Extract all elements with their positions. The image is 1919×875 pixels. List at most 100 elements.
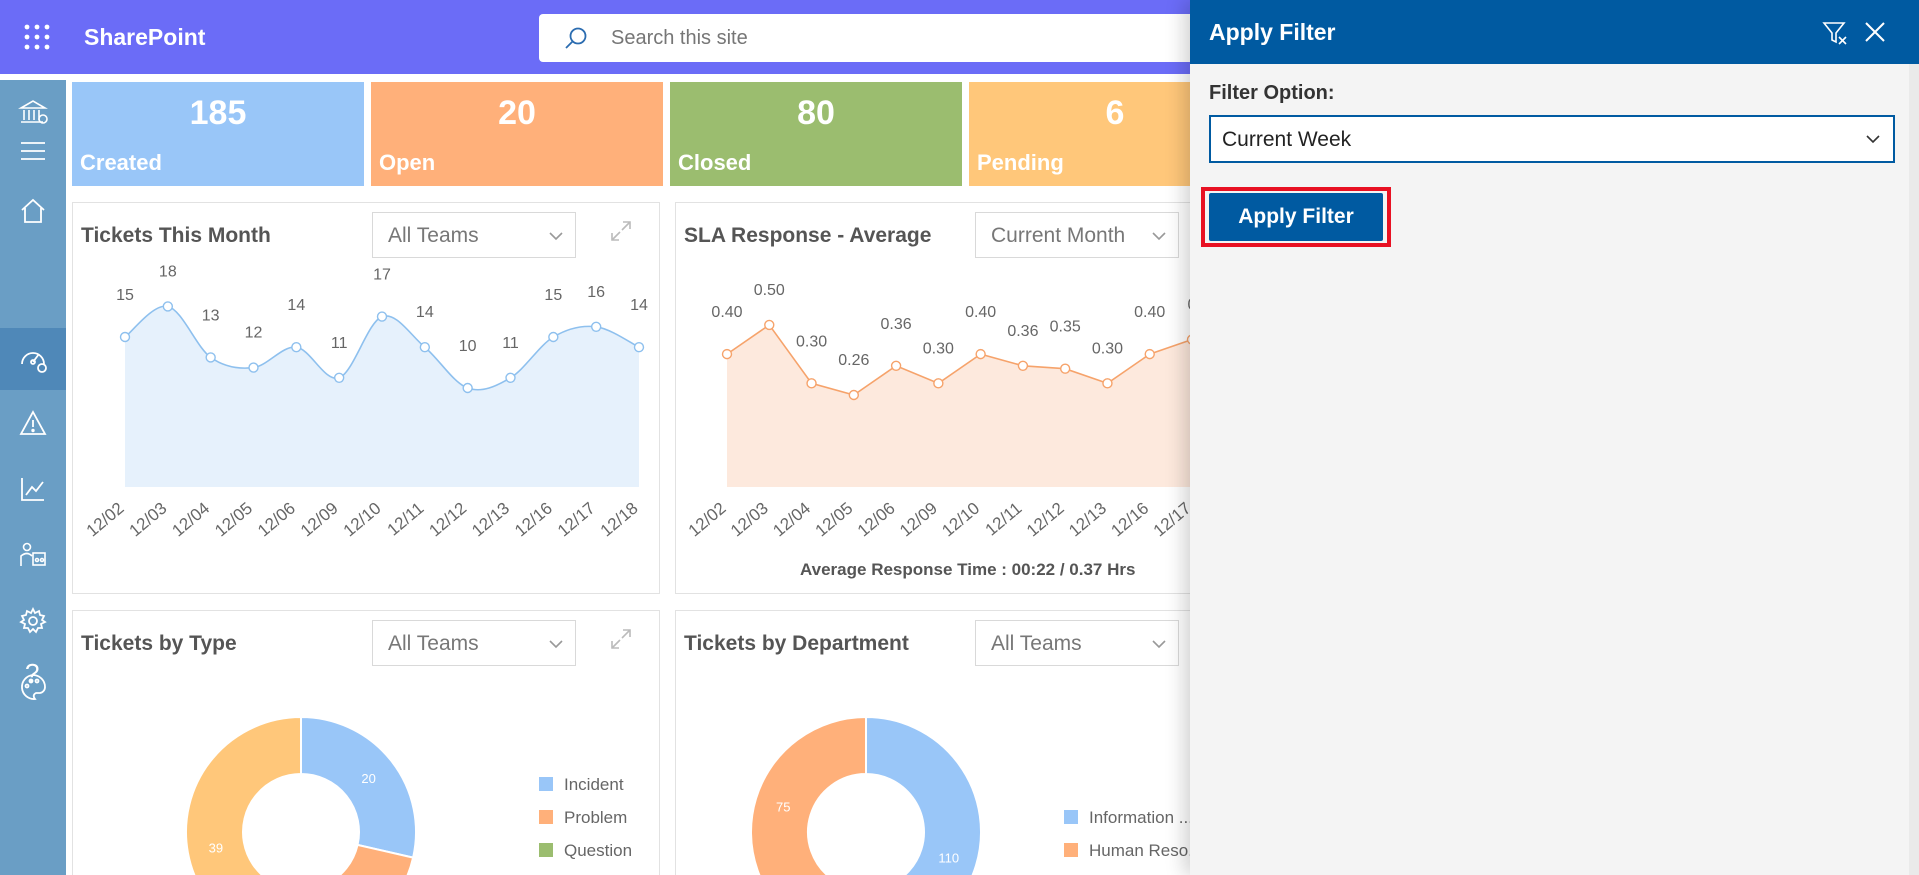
- apply-filter-button[interactable]: Apply Filter: [1209, 193, 1383, 241]
- x-tick-label: 12/10: [938, 499, 983, 541]
- pie-slice[interactable]: [185, 715, 341, 875]
- chart-tickets-this-month: 15 12/02 18 12/03 13 12/04 12 12/05 14 12/06 11 12/…: [83, 263, 648, 541]
- data-label: 18: [159, 263, 177, 280]
- data-point[interactable]: [1102, 378, 1113, 389]
- bank-icon[interactable]: [18, 98, 48, 128]
- chevron-down-icon: [1152, 640, 1166, 649]
- app-launcher-icon[interactable]: [24, 24, 50, 50]
- expand-icon[interactable]: [609, 219, 633, 243]
- palette-icon[interactable]: [18, 672, 48, 702]
- data-point[interactable]: [505, 372, 516, 384]
- data-point[interactable]: [119, 331, 131, 343]
- legend-label[interactable]: Question: [564, 841, 632, 860]
- settings-gear-icon[interactable]: [18, 606, 48, 636]
- trend-chart-icon[interactable]: [18, 474, 48, 504]
- tile-created[interactable]: 185 Created: [72, 82, 364, 186]
- data-point[interactable]: [590, 321, 602, 333]
- x-tick-label: 12/05: [812, 499, 857, 541]
- tile-closed[interactable]: 80 Closed: [670, 82, 962, 186]
- data-point[interactable]: [806, 378, 817, 389]
- area-fill: [727, 324, 1192, 487]
- team-filter-dropdown[interactable]: All Teams: [372, 212, 576, 258]
- panel-scrollbar[interactable]: [1909, 64, 1919, 875]
- expand-icon[interactable]: [609, 627, 633, 651]
- legend-swatch: [1064, 810, 1078, 824]
- x-tick-label: 12/18: [597, 499, 642, 541]
- data-label: 0.30: [796, 333, 827, 350]
- data-point[interactable]: [419, 341, 431, 353]
- dropdown-value: All Teams: [388, 224, 479, 247]
- data-point[interactable]: [333, 372, 345, 384]
- data-point[interactable]: [890, 360, 902, 372]
- data-point[interactable]: [633, 341, 645, 353]
- data-point[interactable]: [548, 331, 559, 343]
- data-point[interactable]: [975, 348, 986, 360]
- period-filter-dropdown[interactable]: Current Month: [975, 212, 1179, 258]
- data-label: 14: [287, 297, 305, 314]
- legend-label[interactable]: Incident: [564, 775, 624, 794]
- x-tick-label: 12/06: [854, 499, 899, 541]
- menu-icon[interactable]: [18, 136, 48, 166]
- data-point[interactable]: [1059, 363, 1071, 374]
- pie-slice[interactable]: [802, 715, 982, 875]
- filter-option-value: Current Week: [1222, 128, 1352, 151]
- team-presentation-icon[interactable]: [18, 540, 48, 570]
- legend-label[interactable]: Problem: [564, 808, 627, 827]
- slice-label: 110: [938, 850, 959, 865]
- pie-slice[interactable]: [326, 843, 415, 875]
- data-point[interactable]: [1017, 360, 1029, 372]
- x-tick-label: 12/16: [1107, 499, 1152, 541]
- help-icon[interactable]: ?: [25, 658, 40, 688]
- data-label: 0.40: [1134, 304, 1165, 321]
- search-box[interactable]: Search this site: [539, 14, 1199, 62]
- panel-header: Apply Filter: [1190, 0, 1919, 64]
- data-point[interactable]: [1144, 348, 1155, 360]
- data-point[interactable]: [764, 319, 775, 331]
- warning-icon[interactable]: [18, 408, 48, 438]
- x-tick-label: 12/04: [769, 499, 814, 541]
- data-label: 0.40: [711, 304, 742, 321]
- data-point[interactable]: [848, 389, 860, 401]
- dashboard-gauge-icon[interactable]: [18, 344, 48, 374]
- slice-label: 39: [209, 840, 223, 855]
- legend-label[interactable]: Information ...: [1089, 808, 1193, 827]
- legend-swatch: [539, 843, 553, 857]
- average-response-text: Average Response Time : 00:22 / 0.37 Hrs: [800, 560, 1136, 579]
- data-point[interactable]: [721, 348, 733, 360]
- x-tick-label: 12/12: [425, 499, 470, 541]
- tile-open[interactable]: 20 Open: [371, 82, 663, 186]
- area-fill: [125, 306, 639, 487]
- data-point[interactable]: [162, 301, 174, 312]
- tile-closed-label: Closed: [678, 150, 752, 175]
- x-tick-label: 12/05: [211, 499, 256, 541]
- data-point[interactable]: [933, 378, 944, 389]
- clear-filter-icon[interactable]: [1822, 20, 1848, 46]
- app-title[interactable]: SharePoint: [84, 24, 206, 50]
- pie-slice[interactable]: [750, 715, 867, 875]
- filter-option-select[interactable]: Current Week: [1209, 115, 1895, 163]
- x-tick-label: 12/03: [727, 499, 772, 541]
- legend-label[interactable]: Human Reso...: [1089, 841, 1202, 860]
- x-tick-label: 12/02: [685, 499, 730, 541]
- data-label: 0.26: [838, 352, 869, 369]
- x-tick-label: 12/16: [511, 499, 556, 541]
- legend-swatch: [1064, 843, 1078, 857]
- data-point[interactable]: [248, 362, 259, 373]
- close-icon[interactable]: [1863, 20, 1887, 44]
- team-filter-dropdown[interactable]: All Teams: [975, 620, 1179, 666]
- card-title: Tickets This Month: [81, 224, 271, 247]
- chart-tickets-by-type: 201039IncidentProblemQuestion: [185, 715, 632, 875]
- data-point[interactable]: [291, 341, 302, 353]
- data-point[interactable]: [205, 352, 216, 363]
- data-point[interactable]: [462, 382, 473, 394]
- apply-button-highlight: [1201, 187, 1391, 247]
- data-label: 0.50: [754, 282, 785, 299]
- data-point[interactable]: [376, 311, 388, 322]
- pie-slice[interactable]: [300, 715, 417, 859]
- home-icon[interactable]: [18, 196, 48, 226]
- team-filter-dropdown[interactable]: All Teams: [372, 620, 576, 666]
- slice-label: 75: [776, 800, 790, 815]
- chart-tickets-by-department: 110 75 Information ... Human Reso...: [750, 715, 1202, 875]
- search-input[interactable]: Search this site: [611, 27, 748, 49]
- data-label: 16: [587, 284, 605, 301]
